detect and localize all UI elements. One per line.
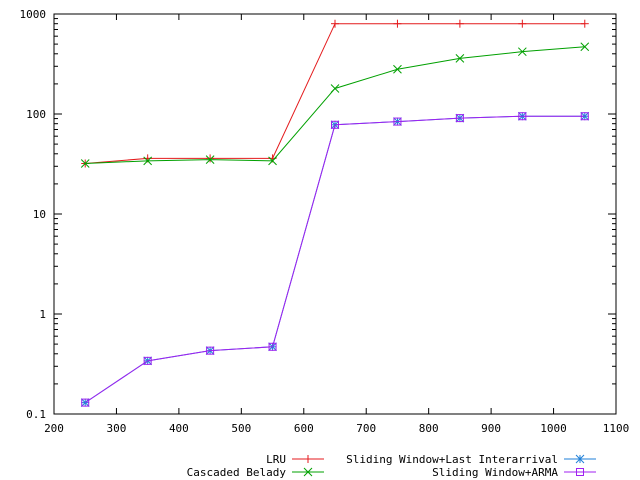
x-tick-label: 200 xyxy=(44,422,64,435)
data-point xyxy=(518,112,527,121)
data-point xyxy=(580,112,589,121)
data-point xyxy=(455,114,464,123)
legend-marker xyxy=(575,454,585,464)
series-line xyxy=(84,115,585,404)
y-tick-label: 0.1 xyxy=(26,408,46,421)
data-point xyxy=(206,154,215,163)
x-tick-label: 400 xyxy=(169,422,189,435)
series-line xyxy=(85,46,585,164)
y-tick-label: 1 xyxy=(39,308,46,321)
data-point xyxy=(518,19,527,28)
series-layer xyxy=(80,19,590,407)
y-tick-label: 10 xyxy=(33,208,46,221)
data-point xyxy=(331,120,339,129)
x-tick-label: 1000 xyxy=(540,422,567,435)
series-line xyxy=(84,115,585,404)
data-point xyxy=(330,84,340,93)
data-point xyxy=(143,156,153,166)
x-tick-label: 700 xyxy=(356,422,376,435)
x-tick-label: 1100 xyxy=(603,422,630,435)
x-tick-label: 500 xyxy=(231,422,251,435)
legend-label: Cascaded Belady xyxy=(187,466,287,479)
data-point xyxy=(580,19,589,28)
data-point xyxy=(393,64,402,74)
data-point xyxy=(205,155,215,164)
x-tick-label: 800 xyxy=(419,422,439,435)
data-point xyxy=(81,398,90,407)
data-point xyxy=(268,156,277,166)
series-line xyxy=(85,23,585,164)
legend-label: Sliding Window+ARMA xyxy=(432,466,558,479)
x-tick-label: 300 xyxy=(107,422,127,435)
data-point xyxy=(331,19,339,28)
legend-label: Sliding Window+Last Interarrival xyxy=(346,453,558,466)
legend-marker xyxy=(303,467,313,477)
data-point xyxy=(80,159,90,168)
data-point xyxy=(206,346,215,355)
legend-marker xyxy=(304,455,312,463)
data-point xyxy=(517,47,527,57)
data-point xyxy=(580,42,590,52)
data-point xyxy=(143,356,152,365)
legend-marker xyxy=(576,468,584,476)
data-point xyxy=(268,342,277,351)
y-tick-label: 1000 xyxy=(20,8,47,21)
data-point xyxy=(455,19,464,28)
y-tick-label: 100 xyxy=(26,108,46,121)
plot-area xyxy=(53,13,617,415)
x-tick-label: 600 xyxy=(294,422,314,435)
data-point xyxy=(393,117,402,126)
data-point xyxy=(393,19,402,28)
x-axis: 200 300 400 500 600 700 800 900 1000 1100 xyxy=(44,14,629,435)
y-axis: 0.1 1 10 100 1000 xyxy=(20,8,616,421)
x-tick-label: 900 xyxy=(481,422,501,435)
data-point xyxy=(455,54,465,63)
legend-label: LRU xyxy=(266,453,286,466)
